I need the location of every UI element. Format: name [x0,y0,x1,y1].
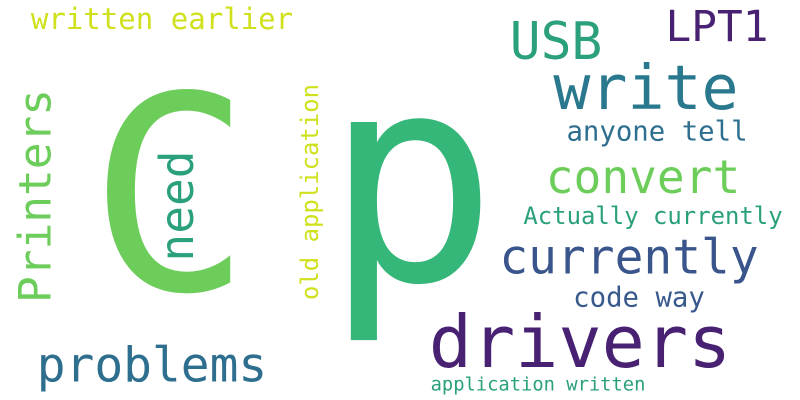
word-need: need [150,150,204,261]
word-code-way: code way [573,283,705,314]
word-write: write [553,52,738,124]
word-drivers: drivers [429,300,732,384]
word-written-earlier: written earlier [31,2,293,36]
word-application-written: application written [431,375,646,396]
word-printers: Printers [11,89,62,303]
word-usb: USB [510,12,603,72]
word-p: p [324,13,498,349]
word-actually-currently: Actually currently [523,202,782,230]
word-currently: currently [499,231,758,286]
word-problems: problems [37,339,268,394]
word-old-application: old application [296,84,324,300]
word-c: C [89,39,252,354]
word-lpt1: LPT1 [666,2,769,52]
word-anyone-tell: anyone tell [566,117,747,148]
word-convert: convert [546,150,740,204]
